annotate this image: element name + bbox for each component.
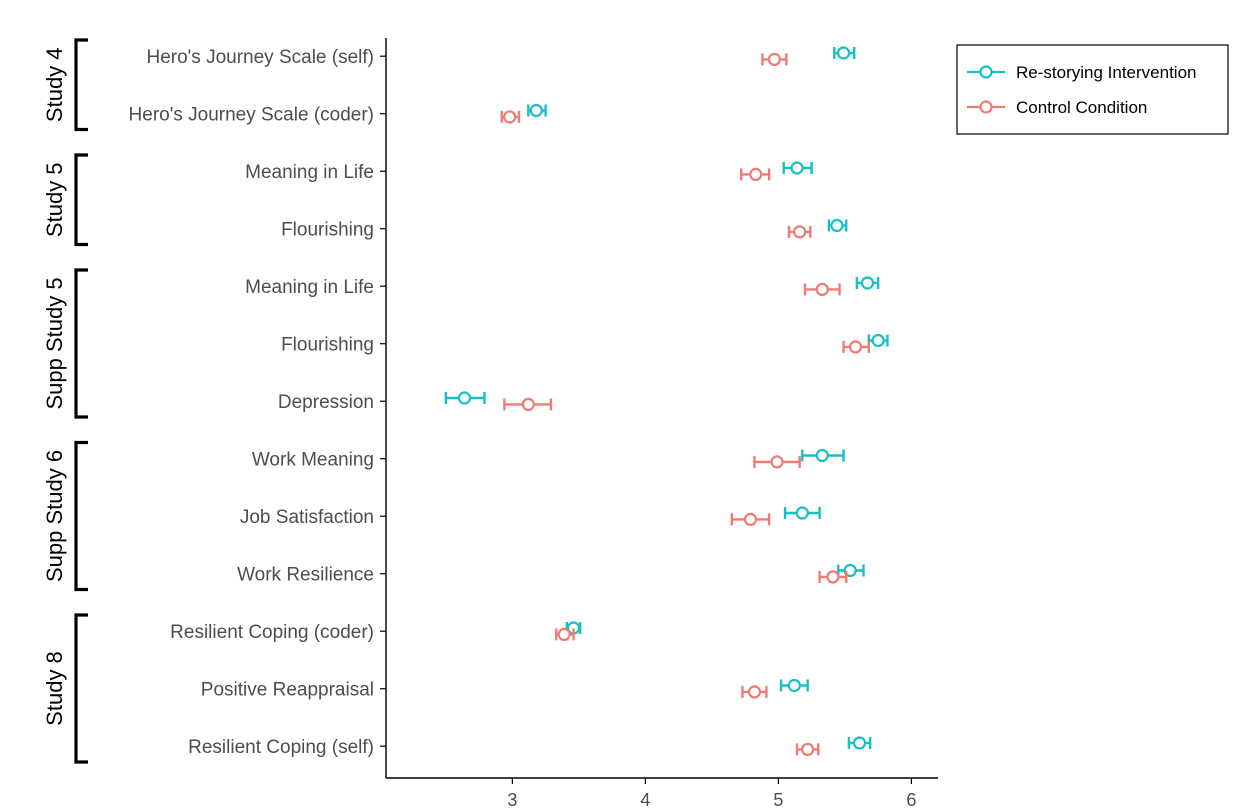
data-point [803,282,841,296]
bracket-line [74,613,88,764]
data-point [837,563,865,578]
point-marker [815,282,829,296]
group-bracket: Study 4 [42,38,88,132]
bracket-line [74,153,88,247]
legend-box [956,44,1229,135]
point-marker [770,455,784,469]
data-point [842,340,871,354]
legend-label: Control Condition [1016,98,1147,117]
data-point [787,225,812,239]
category-label: Work Meaning [252,450,374,471]
data-point [444,391,486,405]
x-tick-label: 5 [773,790,783,810]
data-point [782,161,813,175]
legend-item: Control Condition [967,98,1147,117]
data-point [761,52,788,67]
point-marker [860,276,875,290]
legend-item: Re-storying Intervention [967,63,1196,82]
point-marker [843,563,857,578]
point-marker [521,397,535,411]
point-marker [793,225,807,239]
point-marker [503,110,517,124]
point-marker [830,218,844,233]
data-point [833,46,856,60]
data-point [739,167,771,181]
x-tick-label: 6 [906,790,916,810]
data-point [783,506,821,520]
point-marker [749,167,763,181]
data-point [779,678,809,693]
data-series [444,46,889,757]
point-marker [767,52,781,67]
series-intervention [444,46,889,750]
x-tick-label: 4 [640,790,650,810]
legend: Re-storying Intervention Control Conditio… [956,44,1229,135]
category-label: Flourishing [281,335,374,356]
bracket-line [74,38,88,132]
legend-marker [979,100,993,114]
series-control [500,52,871,757]
category-label: Meaning in Life [245,277,374,298]
point-marker [795,506,809,520]
data-point [827,218,848,233]
point-marker [743,512,758,527]
point-marker [836,46,851,60]
data-point [503,397,553,411]
group-bracket: Study 5 [42,153,88,247]
category-label: Job Satisfaction [240,507,374,528]
point-marker [815,448,829,463]
data-point [801,448,845,463]
study-groups: Study 4 Study 5 Supp Study 5 Supp Study 6 St… [42,38,88,764]
data-point [855,276,880,290]
data-point [847,736,872,750]
point-marker [457,391,472,405]
data-point [555,627,575,642]
group-label: Supp Study 5 [42,277,67,409]
axes: 3 4 5 6 [385,38,938,810]
group-bracket: Supp Study 6 [42,440,88,592]
point-marker [790,161,804,175]
point-marker [529,103,543,118]
point-marker [557,627,571,642]
category-label: Flourishing [281,220,374,241]
point-marker [848,340,863,354]
legend-label: Re-storying Intervention [1016,63,1196,82]
data-point [818,570,848,584]
x-tick-label: 3 [507,790,517,810]
group-label: Study 4 [42,47,67,122]
point-marker [826,570,840,584]
data-point [500,110,521,124]
group-label: Study 8 [42,651,67,726]
bracket-line [74,268,88,419]
point-marker [801,742,815,757]
category-label: Hero's Journey Scale (coder) [129,105,374,126]
group-label: Supp Study 6 [42,450,67,582]
category-label: Hero's Journey Scale (self) [147,47,375,68]
data-point [741,685,768,699]
category-label: Work Resilience [237,565,374,586]
data-point [730,512,771,527]
point-marker [787,678,801,693]
point-marker [747,685,762,699]
point-marker [871,333,885,348]
legend-marker [979,65,993,79]
group-bracket: Study 8 [42,613,88,764]
data-point [527,103,547,118]
group-bracket: Supp Study 5 [42,268,88,419]
bracket-line [74,440,88,592]
category-label: Depression [278,392,374,413]
group-label: Study 5 [42,162,67,237]
data-point [867,333,889,348]
category-label: Resilient Coping (coder) [170,622,374,643]
data-point [753,455,801,469]
category-label: Meaning in Life [245,162,374,183]
category-label: Positive Reappraisal [201,680,374,701]
category-labels: Hero's Journey Scale (self) Hero's Journe… [129,47,386,758]
point-marker [852,736,867,750]
category-label: Resilient Coping (self) [188,737,374,758]
data-point [795,742,820,757]
